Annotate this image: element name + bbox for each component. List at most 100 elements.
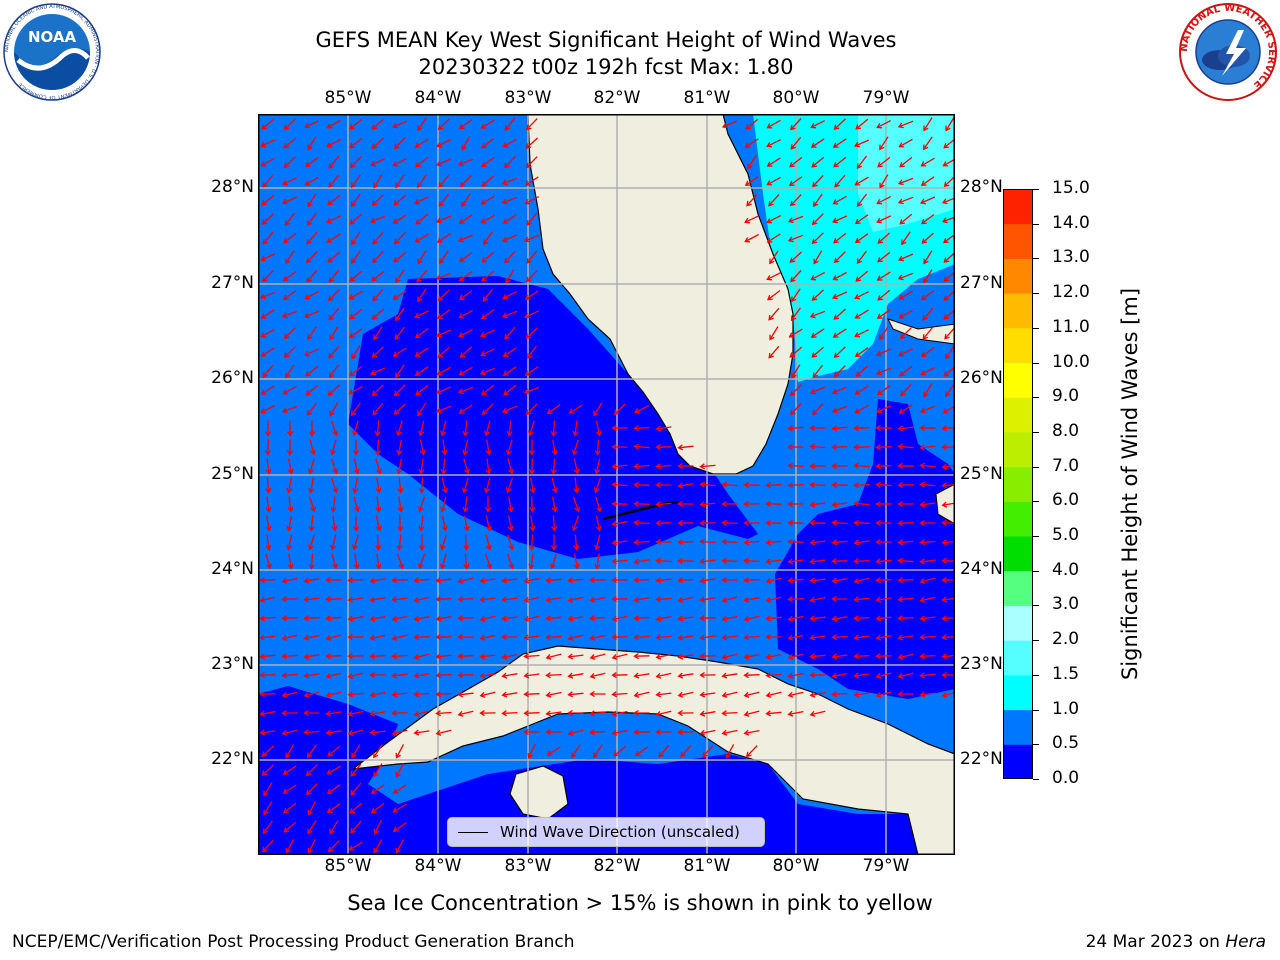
wind-wave-arrow <box>419 439 426 456</box>
wind-wave-arrow <box>524 310 540 319</box>
lat-tick-right: 24°N <box>960 559 1003 579</box>
wind-wave-arrow <box>437 118 450 131</box>
wind-wave-arrow <box>505 439 513 456</box>
wind-wave-arrow <box>394 269 405 284</box>
wind-wave-arrow <box>329 439 337 456</box>
wind-wave-arrow <box>853 577 870 584</box>
wind-wave-arrow <box>329 364 339 379</box>
wind-wave-arrow <box>392 157 407 167</box>
wind-wave-arrow <box>462 496 469 513</box>
wind-wave-arrow <box>810 138 825 148</box>
wind-wave-arrow <box>529 515 536 532</box>
wind-wave-arrow <box>435 710 452 717</box>
wind-wave-arrow <box>524 290 539 300</box>
wind-wave-arrow <box>833 308 847 320</box>
wind-wave-arrow <box>633 558 650 565</box>
lon-tick-bottom: 85°W <box>324 856 372 876</box>
wind-wave-arrow <box>743 501 760 508</box>
wind-wave-arrow <box>282 290 297 301</box>
wind-wave-arrow <box>287 458 294 475</box>
wind-wave-arrow <box>501 672 518 679</box>
wind-wave-arrow <box>809 481 826 488</box>
wind-wave-arrow <box>699 538 716 545</box>
wind-wave-arrow <box>922 307 934 321</box>
wind-wave-arrow <box>413 577 430 584</box>
wind-wave-arrow <box>854 214 869 225</box>
wind-wave-arrow <box>766 139 781 148</box>
wind-wave-arrow <box>439 534 447 551</box>
wind-wave-arrow <box>787 672 804 679</box>
wind-wave-arrow <box>281 710 298 717</box>
wind-wave-arrow <box>545 728 562 736</box>
wind-wave-arrow <box>633 653 650 660</box>
wind-wave-arrow <box>262 174 274 188</box>
wind-wave-arrow <box>306 231 318 245</box>
wind-wave-arrow <box>281 615 298 622</box>
lon-tick-top: 81°W <box>683 88 731 108</box>
wind-wave-arrow <box>593 744 603 759</box>
wind-wave-arrow <box>941 577 955 584</box>
wind-wave-arrow <box>611 634 628 641</box>
colorbar-tick-mark <box>1033 223 1039 225</box>
wind-wave-arrow <box>263 782 273 797</box>
wind-wave-arrow <box>702 744 714 758</box>
wind-wave-arrow <box>325 615 342 622</box>
wind-wave-arrow <box>655 444 672 451</box>
wind-wave-arrow <box>414 233 429 243</box>
wind-wave-arrow <box>502 347 517 358</box>
wind-wave-arrow <box>304 120 320 129</box>
wind-wave-arrow <box>371 270 385 282</box>
wind-wave-arrow <box>831 595 848 603</box>
wind-wave-arrow <box>677 520 694 527</box>
wind-wave-arrow <box>457 386 474 395</box>
wind-wave-arrow <box>809 463 826 470</box>
wind-wave-arrow <box>811 156 825 168</box>
wind-wave-arrow <box>348 841 363 851</box>
wind-wave-arrow <box>504 117 516 131</box>
wind-wave-arrow <box>260 157 275 167</box>
wind-wave-arrow <box>261 118 275 130</box>
wind-wave-arrow <box>415 213 429 225</box>
wind-wave-arrow <box>393 232 406 245</box>
wind-wave-arrow <box>787 558 804 565</box>
wind-wave-arrow <box>325 576 342 584</box>
wind-wave-arrow <box>567 634 584 641</box>
wind-wave-arrow <box>875 481 892 488</box>
wind-wave-arrow <box>396 458 403 475</box>
wind-wave-arrow <box>877 289 891 301</box>
wind-wave-arrow <box>373 820 382 835</box>
wind-wave-arrow <box>457 691 474 698</box>
wind-wave-arrow <box>458 404 473 414</box>
wind-wave-arrow <box>545 634 562 641</box>
wind-wave-arrow <box>595 496 603 513</box>
wind-wave-arrow <box>551 515 558 532</box>
wind-wave-arrow <box>283 346 296 359</box>
wind-wave-arrow <box>589 653 606 660</box>
wind-wave-arrow <box>545 577 562 584</box>
wind-wave-arrow <box>919 596 936 603</box>
wind-wave-arrow <box>328 307 340 321</box>
wind-wave-arrow <box>414 347 429 357</box>
wind-wave-arrow <box>899 213 913 225</box>
wind-wave-arrow <box>677 596 694 603</box>
wind-wave-arrow <box>393 403 406 415</box>
wind-wave-arrow <box>285 744 295 759</box>
wind-wave-arrow <box>787 425 804 432</box>
wind-wave-arrow <box>787 634 804 641</box>
wind-wave-arrow <box>594 439 601 456</box>
wind-wave-arrow <box>919 444 936 451</box>
wind-wave-arrow <box>481 175 495 187</box>
wind-wave-arrow <box>260 328 275 338</box>
wind-wave-arrow <box>744 176 759 186</box>
lat-tick-right: 25°N <box>960 464 1003 484</box>
wind-wave-arrow <box>481 403 494 416</box>
wind-wave-arrow <box>831 501 848 508</box>
wind-wave-arrow <box>347 652 364 660</box>
wind-wave-arrow <box>325 634 342 641</box>
wind-wave-arrow <box>413 653 430 660</box>
wind-wave-arrow <box>613 745 627 757</box>
wind-wave-arrow <box>920 290 935 301</box>
wind-wave-arrow <box>876 120 891 129</box>
wind-wave-arrow <box>790 307 801 322</box>
wind-wave-arrow <box>484 496 492 513</box>
